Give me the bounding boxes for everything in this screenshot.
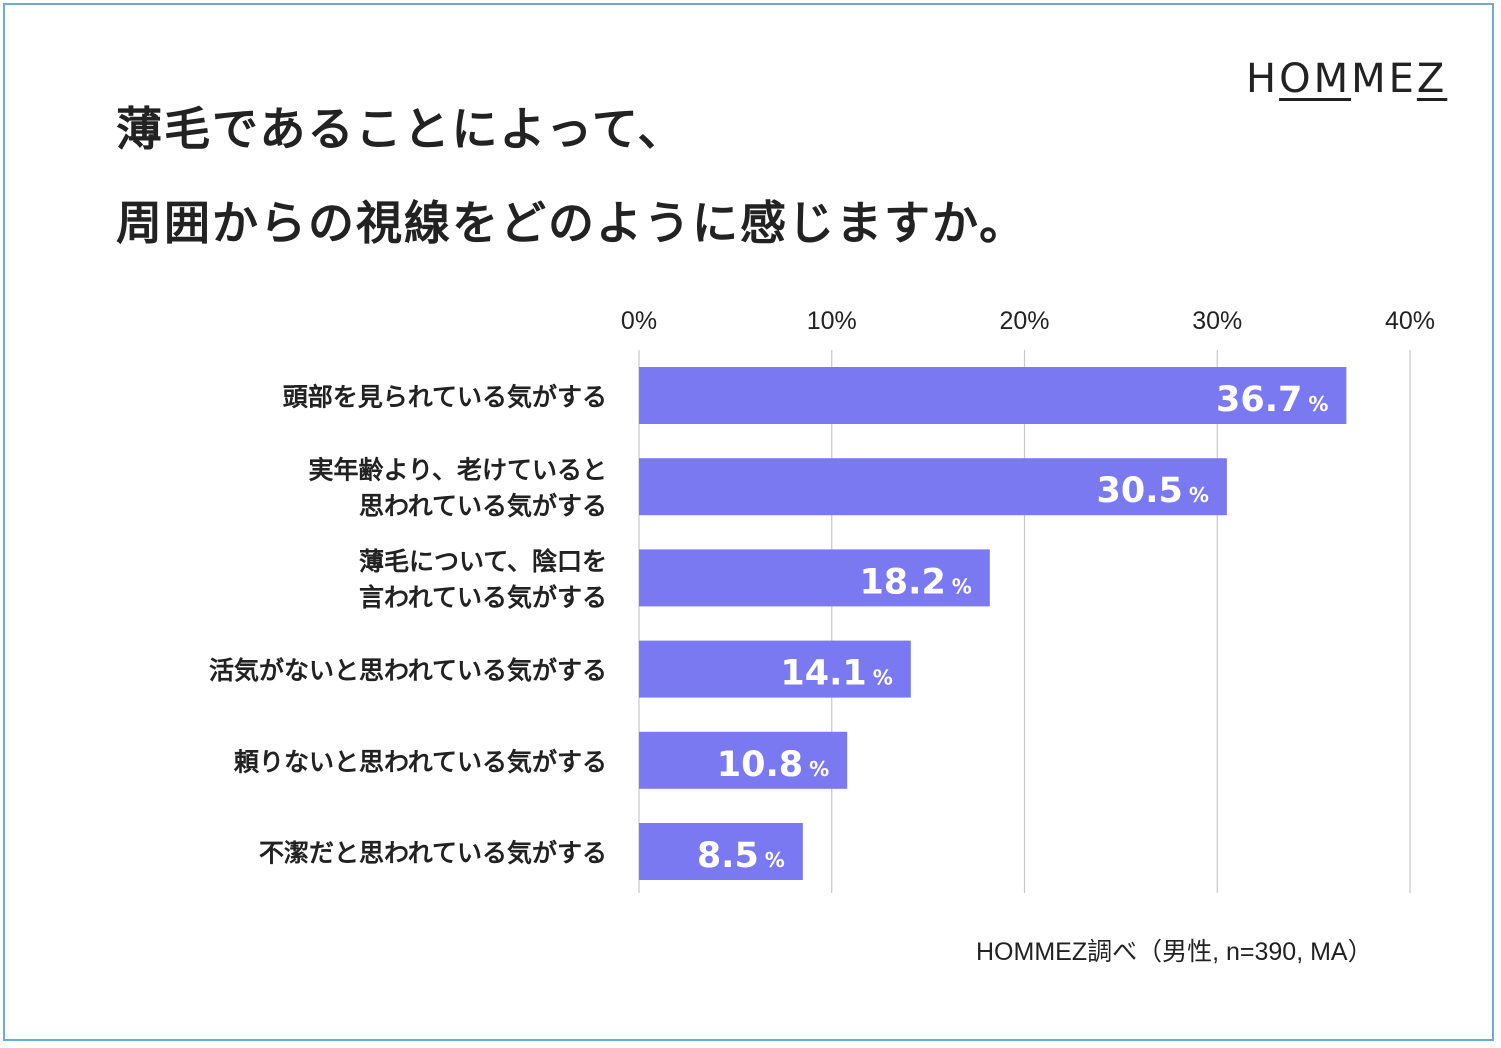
category-label: 思われている気がする — [359, 492, 607, 521]
category-label: 頼りないと思われている気がする — [234, 747, 607, 776]
bar-value-label: 36.7 — [1216, 380, 1302, 420]
bar-value-label: 10.8 — [717, 745, 803, 785]
x-tick-label: 30% — [1192, 307, 1242, 335]
x-tick-label: 40% — [1385, 307, 1435, 335]
category-label: 言われている気がする — [359, 583, 607, 612]
bar-value-label: 8.5 — [697, 836, 759, 876]
chart-title: 薄毛であることによって、 周囲からの視線をどのように感じますか。 — [116, 82, 1027, 270]
x-tick-label: 20% — [999, 307, 1049, 335]
bar-value-unit: % — [1189, 483, 1209, 507]
category-label: 頭部を見られている気がする — [283, 383, 607, 412]
x-tick-label: 10% — [807, 307, 857, 335]
bar-value-unit: % — [873, 666, 893, 690]
bar-value-unit: % — [1308, 392, 1328, 416]
bar-value-label: 30.5 — [1097, 471, 1183, 511]
title-line-1: 薄毛であることによって、 — [116, 102, 686, 156]
brand-logo: HOMMEZ — [1246, 56, 1448, 102]
source-note: HOMMEZ調べ（男性, n=390, MA） — [976, 938, 1373, 966]
bar-value-unit: % — [952, 574, 972, 598]
category-label: 不潔だと思われている気がする — [259, 839, 607, 868]
bar — [639, 640, 911, 698]
bar — [639, 823, 803, 880]
bar — [639, 458, 1227, 516]
category-label: 薄毛について、陰口を — [359, 547, 607, 576]
bar-value-unit: % — [809, 757, 829, 781]
category-label: 活気がないと思われている気がする — [209, 656, 607, 685]
x-tick-label: 0% — [621, 307, 657, 335]
chart-frame — [3, 3, 1494, 1041]
bar — [639, 367, 1347, 424]
category-label: 実年齢より、老けていると — [308, 456, 607, 485]
bar-value-unit: % — [765, 848, 785, 872]
bar — [639, 549, 990, 607]
bar-value-label: 18.2 — [859, 562, 945, 602]
title-line-2: 周囲からの視線をどのように感じますか。 — [116, 196, 1028, 250]
bar — [639, 731, 848, 789]
bar-value-label: 14.1 — [780, 654, 866, 694]
